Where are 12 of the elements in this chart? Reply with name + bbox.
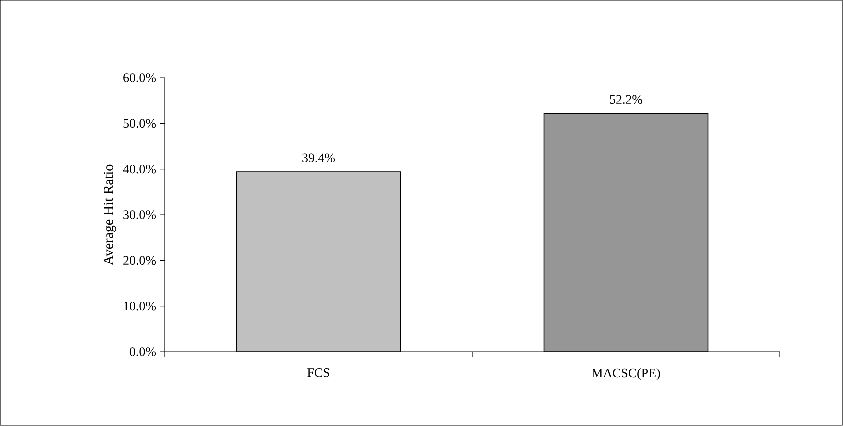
y-tick-label: 10.0%	[124, 302, 156, 311]
data-label: 52.2%	[610, 95, 643, 104]
data-label: 39.4%	[302, 154, 336, 163]
y-axis-title: Average Hit Ratio	[104, 164, 116, 266]
y-tick-label: 30.0%	[124, 210, 156, 220]
y-tick-label: 20.0%	[124, 256, 156, 266]
y-tick-label: 50.0%	[124, 119, 156, 128]
y-tick-label: 0.0%	[130, 348, 156, 356]
y-tick-label: 60.0%	[124, 74, 156, 82]
y-tick-label: 40.0%	[123, 164, 156, 174]
x-tick-label: FCS	[308, 368, 330, 378]
x-tick-label: MACSC(PE)	[592, 368, 660, 380]
